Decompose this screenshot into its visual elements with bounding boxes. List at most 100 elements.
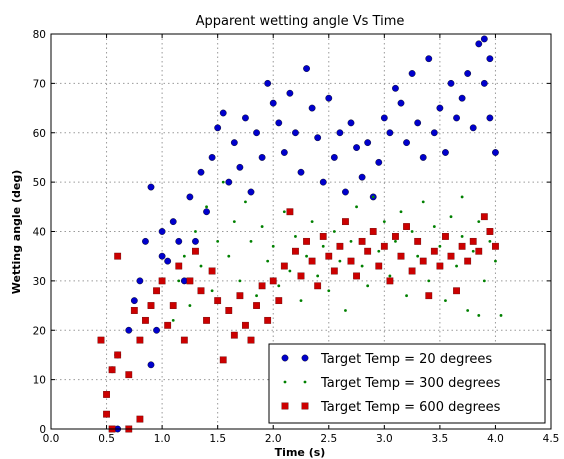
data-point bbox=[232, 220, 236, 224]
data-point bbox=[427, 279, 431, 283]
data-point bbox=[419, 154, 427, 161]
data-point bbox=[188, 304, 192, 307]
data-point bbox=[158, 252, 166, 260]
data-point bbox=[466, 309, 470, 312]
data-point bbox=[377, 249, 381, 253]
data-point bbox=[336, 242, 344, 250]
data-point bbox=[397, 99, 405, 107]
x-tick-label: 4.0 bbox=[487, 433, 504, 445]
data-point bbox=[436, 262, 444, 270]
data-point bbox=[458, 94, 466, 102]
data-point bbox=[114, 252, 122, 260]
data-point bbox=[299, 299, 303, 303]
data-point bbox=[386, 129, 394, 137]
data-point bbox=[358, 173, 366, 181]
data-point bbox=[158, 228, 166, 235]
series-1 bbox=[108, 35, 499, 433]
data-point bbox=[325, 94, 333, 102]
data-point bbox=[244, 200, 247, 204]
data-point bbox=[386, 277, 394, 285]
data-point bbox=[321, 244, 325, 248]
legend-item: Target Temp = 300 degrees bbox=[283, 376, 501, 391]
data-point bbox=[403, 139, 410, 147]
data-point bbox=[403, 223, 410, 230]
data-point bbox=[266, 259, 270, 263]
data-point bbox=[130, 307, 138, 314]
data-point bbox=[197, 168, 205, 176]
y-tick-label: 0 bbox=[39, 424, 46, 436]
data-point bbox=[153, 287, 160, 295]
data-point bbox=[294, 235, 297, 238]
data-point bbox=[410, 230, 414, 233]
data-point bbox=[260, 225, 264, 228]
data-point bbox=[225, 178, 233, 186]
data-point bbox=[375, 158, 383, 166]
data-point bbox=[310, 220, 314, 224]
data-point bbox=[392, 233, 399, 240]
data-point bbox=[219, 356, 227, 364]
data-point bbox=[225, 307, 233, 314]
data-point bbox=[242, 114, 249, 122]
legend-marker bbox=[281, 402, 289, 410]
data-point bbox=[208, 267, 216, 275]
data-point bbox=[458, 242, 466, 250]
data-point bbox=[447, 252, 455, 260]
data-point bbox=[303, 237, 310, 245]
data-point bbox=[392, 84, 399, 92]
data-point bbox=[380, 242, 388, 250]
legend-marker bbox=[283, 380, 287, 384]
data-point bbox=[469, 237, 477, 245]
legend-marker bbox=[303, 380, 307, 384]
data-point bbox=[177, 279, 181, 283]
data-point bbox=[460, 235, 464, 238]
y-tick-label: 40 bbox=[33, 227, 46, 239]
data-point bbox=[342, 218, 349, 226]
data-point bbox=[499, 314, 503, 317]
data-point bbox=[303, 65, 310, 72]
legend-marker bbox=[281, 354, 289, 362]
data-point bbox=[358, 237, 366, 245]
data-point bbox=[366, 284, 370, 288]
data-point bbox=[125, 371, 133, 379]
data-point bbox=[477, 220, 481, 224]
data-point bbox=[397, 252, 405, 260]
data-point bbox=[286, 208, 294, 216]
data-point bbox=[464, 257, 472, 265]
x-tick-label: 4.5 bbox=[543, 433, 560, 445]
y-tick-label: 50 bbox=[33, 177, 46, 189]
data-point bbox=[369, 228, 377, 235]
data-point bbox=[277, 284, 281, 288]
data-point bbox=[421, 200, 425, 204]
axis-ticks: 0.0 0.5 1.0 1.5 2.0 2.5 3.0 3.5 4.0 4.5 0 10 20 30 40 5… bbox=[33, 29, 560, 445]
data-point bbox=[364, 247, 372, 255]
data-point bbox=[399, 210, 403, 214]
data-point bbox=[247, 188, 255, 196]
data-point bbox=[342, 188, 349, 196]
data-point bbox=[388, 274, 392, 278]
data-point bbox=[282, 210, 286, 214]
data-point bbox=[203, 208, 210, 216]
series-2 bbox=[171, 180, 503, 322]
data-point bbox=[364, 139, 372, 147]
data-point bbox=[492, 149, 499, 156]
data-point bbox=[305, 254, 308, 258]
data-point bbox=[480, 213, 488, 221]
legend-box bbox=[268, 343, 546, 424]
data-point bbox=[180, 336, 188, 344]
data-point bbox=[192, 237, 199, 245]
data-point bbox=[169, 218, 177, 226]
data-point bbox=[175, 237, 183, 245]
data-point bbox=[194, 230, 197, 233]
data-point bbox=[147, 183, 155, 191]
data-point bbox=[264, 316, 272, 324]
data-point bbox=[319, 178, 327, 186]
data-point bbox=[414, 119, 422, 127]
data-point bbox=[353, 272, 360, 280]
data-point bbox=[308, 257, 316, 265]
data-point bbox=[136, 336, 144, 344]
data-point bbox=[344, 309, 347, 312]
data-point bbox=[275, 297, 283, 305]
data-point bbox=[258, 154, 266, 161]
data-point bbox=[175, 262, 183, 270]
data-point bbox=[460, 195, 464, 199]
